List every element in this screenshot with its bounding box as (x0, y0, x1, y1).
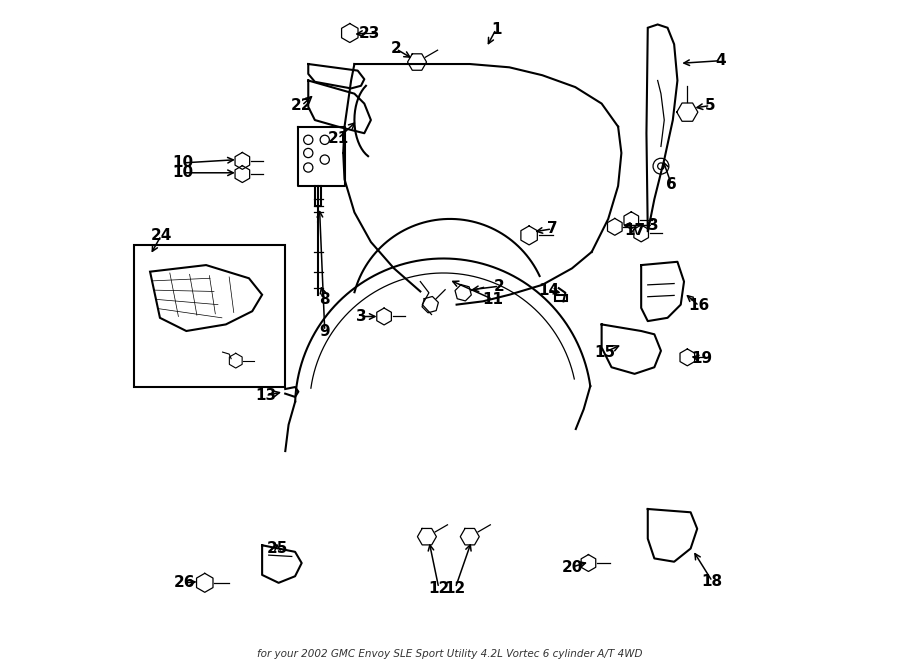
Text: 4: 4 (715, 53, 725, 68)
Text: 16: 16 (688, 299, 710, 313)
Text: 11: 11 (482, 292, 503, 307)
Text: 7: 7 (547, 221, 557, 236)
Text: 13: 13 (255, 388, 276, 403)
Text: 21: 21 (328, 131, 348, 146)
Text: 2: 2 (391, 41, 401, 56)
Text: 25: 25 (266, 541, 288, 556)
Text: 10: 10 (173, 166, 194, 180)
Text: 14: 14 (538, 283, 560, 298)
Bar (133, 246, 285, 387)
Text: 17: 17 (624, 223, 645, 238)
Text: for your 2002 GMC Envoy SLE Sport Utility 4.2L Vortec 6 cylinder A/T 4WD: for your 2002 GMC Envoy SLE Sport Utilit… (257, 649, 643, 659)
Text: 22: 22 (291, 98, 312, 113)
Text: 3: 3 (356, 309, 367, 324)
Text: 12: 12 (428, 581, 449, 596)
Bar (555, 295, 567, 301)
Text: 23: 23 (359, 26, 381, 40)
Text: 3: 3 (648, 218, 659, 233)
Text: 12: 12 (445, 581, 466, 596)
Text: 24: 24 (150, 228, 172, 243)
Text: 10: 10 (173, 156, 194, 170)
Text: 5: 5 (705, 98, 716, 113)
Text: 6: 6 (666, 177, 677, 192)
Text: 18: 18 (702, 574, 723, 589)
Text: 8: 8 (320, 292, 330, 307)
Text: 26: 26 (175, 575, 195, 591)
Text: 20: 20 (562, 559, 582, 575)
Text: 1: 1 (491, 22, 501, 36)
Text: 15: 15 (594, 345, 616, 359)
Text: 19: 19 (691, 351, 713, 366)
Text: 2: 2 (494, 279, 505, 294)
Text: 9: 9 (320, 324, 330, 338)
